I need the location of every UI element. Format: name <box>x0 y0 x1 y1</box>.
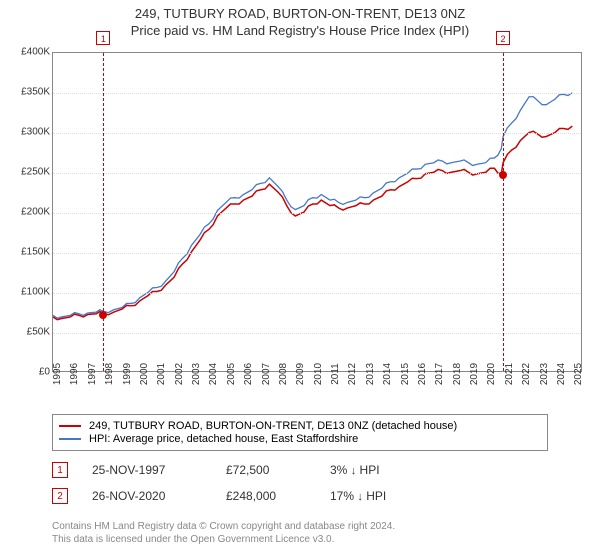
x-axis-tick-label: 2022 <box>521 363 532 385</box>
sale-row: 1 25-NOV-1997 £72,500 3% ↓ HPI <box>52 462 380 478</box>
sale-row-badge: 2 <box>52 488 68 504</box>
chart-container: 12 £0 £50K £100K £150K £200K £250K £300K £350K £… <box>10 48 590 398</box>
x-axis-tick-label: 2014 <box>382 363 393 385</box>
sale-marker-dot <box>99 311 107 319</box>
sale-pct-vs-hpi: 3% ↓ HPI <box>330 463 380 477</box>
x-axis-tick-label: 2008 <box>278 363 289 385</box>
y-axis-tick-label: £200K <box>10 207 50 218</box>
x-axis-tick-label: 2018 <box>452 363 463 385</box>
x-axis-tick-label: 2015 <box>400 363 411 385</box>
legend-box: 249, TUTBURY ROAD, BURTON-ON-TRENT, DE13… <box>52 414 548 451</box>
sale-marker-badge: 2 <box>496 31 510 45</box>
x-axis-tick-label: 2012 <box>347 363 358 385</box>
x-axis-tick-label: 2013 <box>365 363 376 385</box>
sale-marker-dot <box>499 171 507 179</box>
x-axis-tick-label: 2006 <box>243 363 254 385</box>
sale-pct-vs-hpi: 17% ↓ HPI <box>330 489 386 503</box>
x-axis-tick-label: 2007 <box>261 363 272 385</box>
legend-row: HPI: Average price, detached house, East… <box>59 433 541 445</box>
grid-line-h <box>53 293 581 294</box>
x-axis-tick-label: 2016 <box>417 363 428 385</box>
x-axis-tick-label: 2005 <box>226 363 237 385</box>
sale-marker-line <box>103 53 104 371</box>
x-axis-tick-label: 2024 <box>556 363 567 385</box>
x-axis-tick-label: 2002 <box>174 363 185 385</box>
x-axis-tick-label: 2025 <box>573 363 584 385</box>
legend-row: 249, TUTBURY ROAD, BURTON-ON-TRENT, DE13… <box>59 420 541 432</box>
y-axis-tick-label: £150K <box>10 247 50 258</box>
down-arrow-icon: ↓ <box>357 491 363 503</box>
down-arrow-icon: ↓ <box>351 465 357 477</box>
x-axis-tick-label: 2009 <box>295 363 306 385</box>
y-axis-tick-label: £250K <box>10 167 50 178</box>
x-axis-tick-label: 2020 <box>486 363 497 385</box>
series-line-property <box>53 126 572 320</box>
x-axis-tick-label: 1996 <box>69 363 80 385</box>
x-axis-tick-label: 2021 <box>504 363 515 385</box>
title-line-1: 249, TUTBURY ROAD, BURTON-ON-TRENT, DE13… <box>0 6 600 21</box>
sale-price: £72,500 <box>226 463 306 477</box>
x-axis-tick-label: 2000 <box>139 363 150 385</box>
x-axis-tick-label: 2001 <box>156 363 167 385</box>
x-axis-tick-label: 2010 <box>313 363 324 385</box>
footer-line-2: This data is licensed under the Open Gov… <box>52 533 395 546</box>
footer-line-1: Contains HM Land Registry data © Crown c… <box>52 520 395 533</box>
sale-date: 26-NOV-2020 <box>92 489 202 503</box>
x-axis-tick-label: 2011 <box>330 363 341 385</box>
legend-label: 249, TUTBURY ROAD, BURTON-ON-TRENT, DE13… <box>89 420 457 432</box>
grid-line-h <box>53 253 581 254</box>
sale-row: 2 26-NOV-2020 £248,000 17% ↓ HPI <box>52 488 386 504</box>
y-axis-tick-label: £350K <box>10 87 50 98</box>
chart-lines-svg <box>53 53 581 371</box>
y-axis-tick-label: £400K <box>10 47 50 58</box>
sale-date: 25-NOV-1997 <box>92 463 202 477</box>
legend-label: HPI: Average price, detached house, East… <box>89 433 358 445</box>
sale-marker-badge: 1 <box>96 31 110 45</box>
x-axis-tick-label: 2017 <box>434 363 445 385</box>
grid-line-h <box>53 213 581 214</box>
legend-swatch <box>59 425 81 427</box>
x-axis-tick-label: 1998 <box>104 363 115 385</box>
y-axis-tick-label: £0 <box>10 367 50 378</box>
series-line-hpi <box>53 93 572 318</box>
x-axis-tick-label: 1999 <box>122 363 133 385</box>
grid-line-h <box>53 93 581 94</box>
x-axis-tick-label: 1997 <box>87 363 98 385</box>
x-axis-tick-label: 2003 <box>191 363 202 385</box>
x-axis-tick-label: 1995 <box>52 363 63 385</box>
footer-attribution: Contains HM Land Registry data © Crown c… <box>52 520 395 546</box>
x-axis-tick-label: 2019 <box>469 363 480 385</box>
y-axis-tick-label: £50K <box>10 327 50 338</box>
plot-area: 12 <box>52 52 582 372</box>
legend-swatch <box>59 438 81 440</box>
grid-line-h <box>53 333 581 334</box>
sale-price: £248,000 <box>226 489 306 503</box>
x-axis-tick-label: 2004 <box>208 363 219 385</box>
y-axis-tick-label: £100K <box>10 287 50 298</box>
x-axis-tick-label: 2023 <box>539 363 550 385</box>
y-axis-tick-label: £300K <box>10 127 50 138</box>
sale-row-badge: 1 <box>52 462 68 478</box>
grid-line-h <box>53 133 581 134</box>
sale-marker-line <box>503 53 504 371</box>
